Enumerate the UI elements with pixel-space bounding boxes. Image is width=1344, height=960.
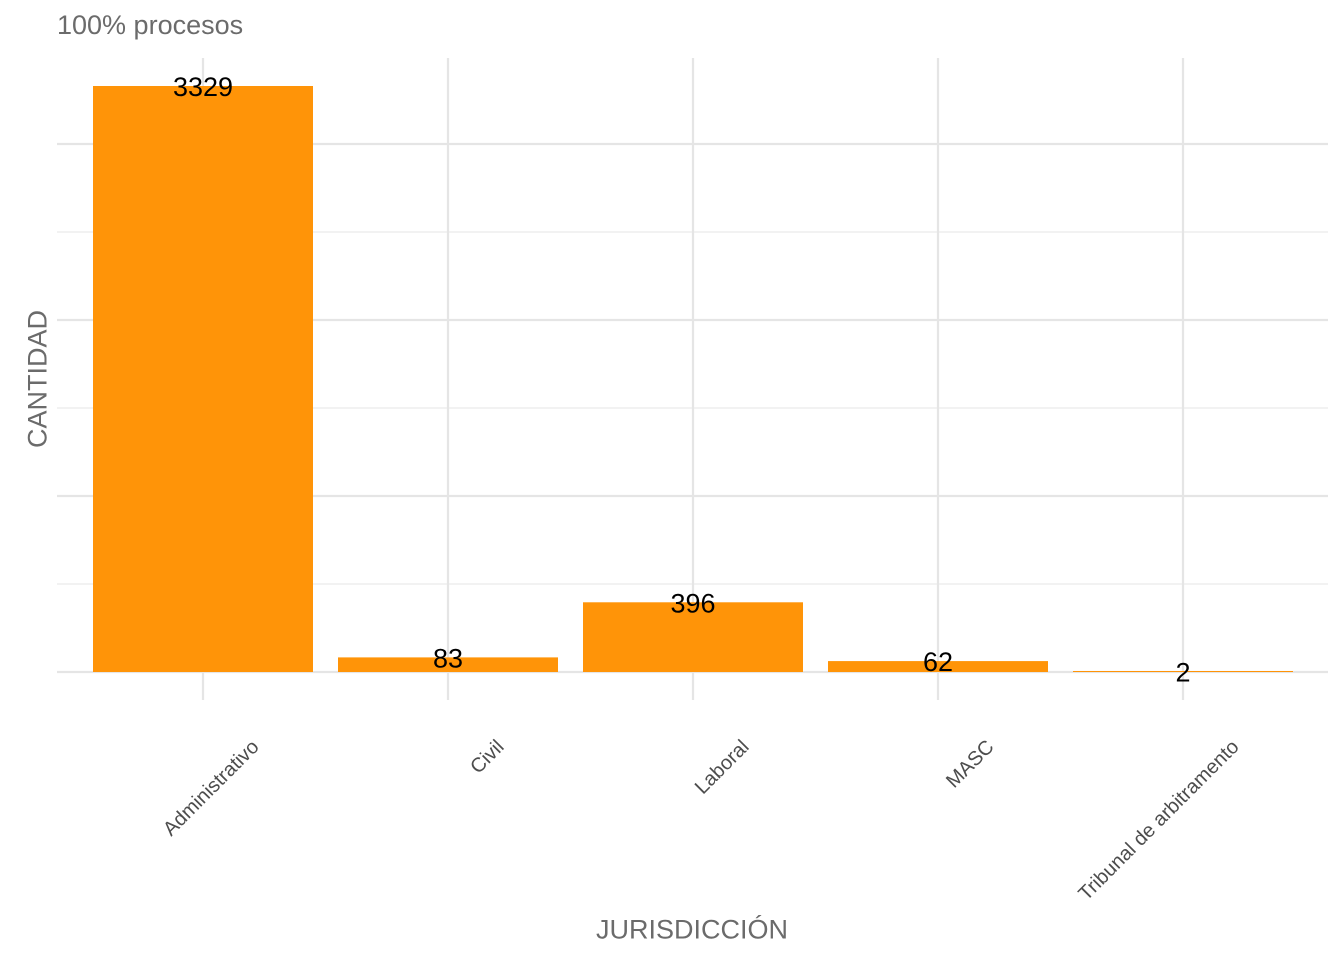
x-tick-label-3: MASC <box>942 736 998 792</box>
bar-3 <box>828 661 1048 672</box>
bars <box>93 86 1293 672</box>
data-label-1: 83 <box>433 643 463 673</box>
x-axis-title: JURISDICCIÓN <box>595 914 789 945</box>
bar-2 <box>583 602 803 672</box>
data-label-4: 2 <box>1175 658 1190 688</box>
x-tick-label-0: Administrativo <box>159 736 263 840</box>
bar-1 <box>338 657 558 672</box>
x-tick-label-1: Civil <box>466 736 508 778</box>
data-label-0: 3329 <box>173 72 233 102</box>
data-label-2: 396 <box>670 588 715 618</box>
x-tick-labels: Administrativo Civil Laboral MASC Tribunal d… <box>159 736 1243 905</box>
data-label-3: 62 <box>923 647 953 677</box>
x-tick-label-4: Tribunal de arbitramento <box>1074 736 1243 905</box>
chart-subtitle: 100% procesos <box>57 10 244 40</box>
bar-4 <box>1073 671 1293 672</box>
data-labels: 3329 83 396 62 2 <box>173 72 1191 688</box>
x-tick-label-2: Laboral <box>691 736 754 799</box>
bar-0 <box>93 86 313 672</box>
